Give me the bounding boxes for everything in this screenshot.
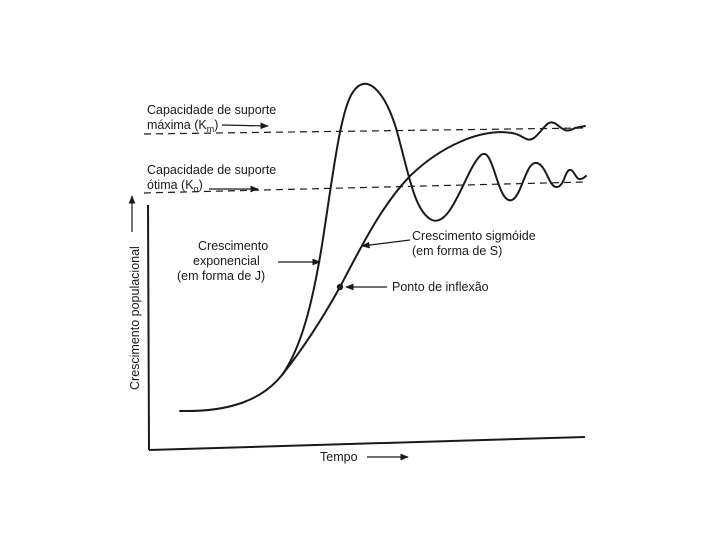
max-capacity-label-line2: máxima (Km)	[147, 118, 218, 134]
max-capacity-label-line1: Capacidade de suporte	[147, 103, 276, 117]
sigmoid-label-line1: Crescimento sigmóide	[412, 229, 536, 243]
exponential-growth-curve	[179, 82, 587, 413]
x-axis-line	[148, 436, 586, 451]
inflection-label: Ponto de inflexão	[392, 280, 489, 294]
y-axis-line	[147, 204, 150, 451]
x-axis-label: Tempo	[320, 450, 358, 464]
opt-capacity-label-line1: Capacidade de suporte	[147, 163, 276, 177]
opt-capacity-label-line2: ótima (Ko)	[147, 178, 203, 194]
exponential-label-line1: Crescimento	[198, 239, 268, 253]
sigmoid-arrow	[361, 239, 411, 249]
exponential-label-line2: exponencial	[193, 254, 260, 268]
max-capacity-arrow	[221, 122, 269, 130]
sigmoid-label-line2: (em forma de S)	[412, 244, 502, 258]
inflection-point	[336, 283, 344, 291]
y-axis-label: Crescimento populacional	[128, 246, 142, 390]
max-capacity-line	[143, 127, 586, 135]
exponential-label-line3: (em forma de J)	[177, 269, 265, 283]
optimal-capacity-line	[143, 181, 586, 194]
